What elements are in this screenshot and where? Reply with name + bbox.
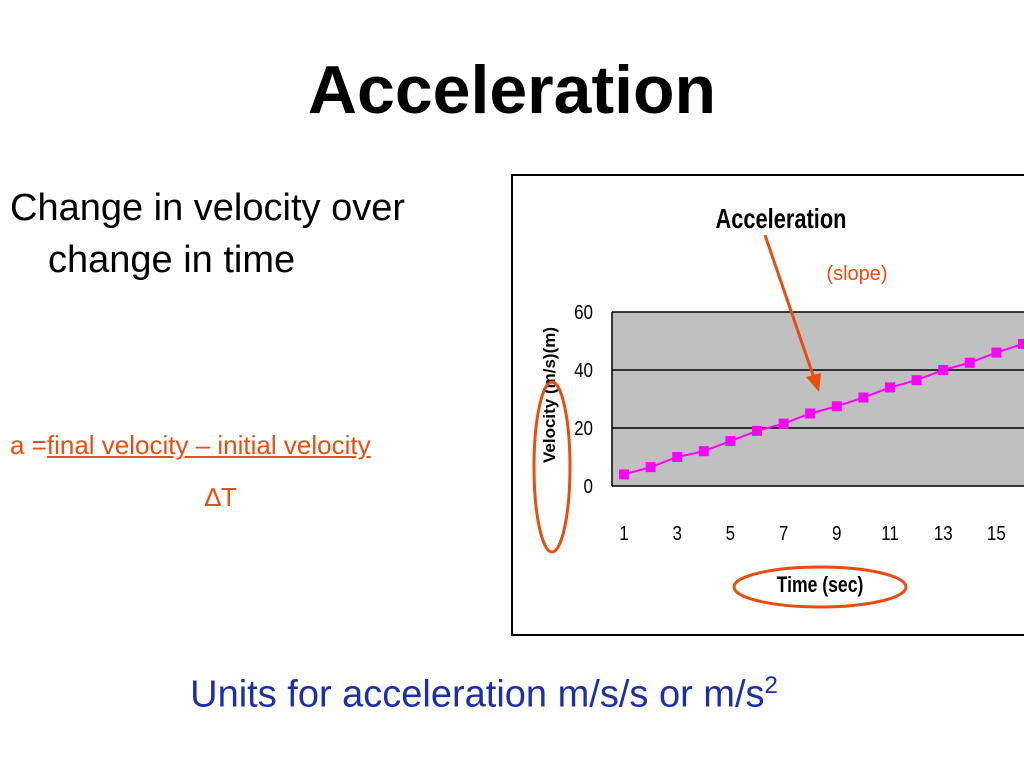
formula-denominator: ∆T xyxy=(205,482,237,513)
bullet-line-1: Change in velocity over xyxy=(10,187,405,229)
x-label-highlight-circle xyxy=(732,565,908,609)
x-tick-label: 1 xyxy=(619,522,628,545)
data-point xyxy=(619,469,629,480)
x-tick-label: 7 xyxy=(779,522,788,545)
x-tick-label: 3 xyxy=(672,522,681,545)
x-tick-label: 15 xyxy=(987,522,1006,545)
data-point xyxy=(831,401,842,412)
acceleration-formula: a =final velocity – initial velocity xyxy=(10,430,371,461)
x-tick-label: 5 xyxy=(726,522,735,545)
y-tick-label: 0 xyxy=(584,475,593,498)
y-tick-label: 60 xyxy=(574,301,593,324)
x-tick-labels: 1 3 5 7 9 11 13 15 xyxy=(619,522,1006,545)
x-tick-label: 11 xyxy=(881,522,899,545)
data-point xyxy=(964,357,975,368)
formula-denominator-text: T xyxy=(220,482,237,512)
data-point xyxy=(698,446,709,457)
delta-symbol: ∆ xyxy=(205,482,221,512)
y-label-highlight-circle xyxy=(532,380,572,554)
x-tick-label: 13 xyxy=(934,522,953,545)
units-text: Units for acceleration m/s/s or m/s2 xyxy=(0,672,968,717)
chart-title: Acceleration xyxy=(715,203,846,234)
data-point xyxy=(752,425,762,436)
slide-title: Acceleration xyxy=(307,52,717,128)
y-tick-label: 40 xyxy=(574,359,593,382)
slope-annotation: (slope) xyxy=(826,263,887,285)
data-point xyxy=(991,347,1002,358)
data-point xyxy=(1018,338,1024,349)
y-tick-label: 20 xyxy=(574,417,593,440)
y-axis-label: Velocity (m/s)(m) xyxy=(540,327,559,463)
data-points xyxy=(619,338,1024,480)
formula-prefix: a = xyxy=(10,430,47,460)
data-point xyxy=(858,392,869,403)
x-axis-label: Time (sec) xyxy=(777,573,864,597)
bullet-text: Change in velocity over change in time xyxy=(10,182,500,286)
x-tick-label: 9 xyxy=(832,522,841,545)
y-tick-labels: 0 20 40 60 xyxy=(574,301,593,498)
slope-arrow-shaft xyxy=(763,234,816,379)
bullet-line-2: change in time xyxy=(48,239,296,281)
slope-arrow-head xyxy=(806,373,821,392)
data-point xyxy=(938,365,949,375)
data-point xyxy=(645,462,656,473)
formula-numerator: final velocity – initial velocity xyxy=(46,430,371,460)
units-superscript: 2 xyxy=(764,672,778,699)
data-point xyxy=(725,436,736,447)
data-point xyxy=(911,375,922,386)
units-label: Units for acceleration m/s/s or m/s xyxy=(190,673,765,716)
data-point xyxy=(672,452,683,462)
data-point xyxy=(778,418,789,429)
gridlines xyxy=(612,311,1024,429)
data-point xyxy=(805,408,816,419)
data-point xyxy=(885,382,895,393)
